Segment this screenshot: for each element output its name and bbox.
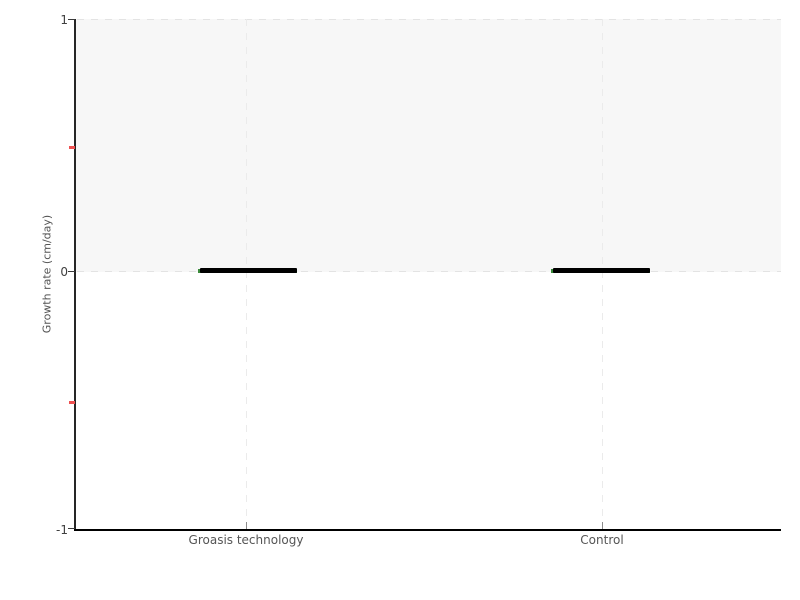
gridline-y0 bbox=[77, 271, 781, 272]
gridline-y1 bbox=[77, 19, 781, 20]
x-tick-control bbox=[602, 522, 603, 529]
x-category-label-groasis: Groasis technology bbox=[188, 533, 304, 547]
shaded-band-0-to-1 bbox=[76, 19, 781, 272]
y-minor-tick-0.5 bbox=[69, 146, 75, 149]
y-minor-tick-neg0.5 bbox=[69, 401, 75, 404]
x-axis-line bbox=[74, 529, 781, 531]
median-bar-groasis bbox=[200, 268, 297, 273]
median-bar-control bbox=[553, 268, 650, 273]
gridline-category-control bbox=[602, 19, 603, 530]
y-tick-label: -1 bbox=[56, 523, 68, 537]
x-category-label-control: Control bbox=[580, 533, 624, 547]
y-tick-label: 0 bbox=[60, 265, 68, 279]
x-tick-groasis bbox=[246, 522, 247, 529]
y-axis-line bbox=[74, 19, 76, 531]
y-tick-neg1 bbox=[68, 528, 75, 529]
gridline-category-groasis bbox=[246, 19, 247, 530]
y-tick-0 bbox=[68, 271, 75, 272]
y-tick-1 bbox=[68, 19, 75, 20]
y-axis-title: Growth rate (cm/day) bbox=[40, 214, 54, 334]
y-tick-label: 1 bbox=[60, 13, 68, 27]
